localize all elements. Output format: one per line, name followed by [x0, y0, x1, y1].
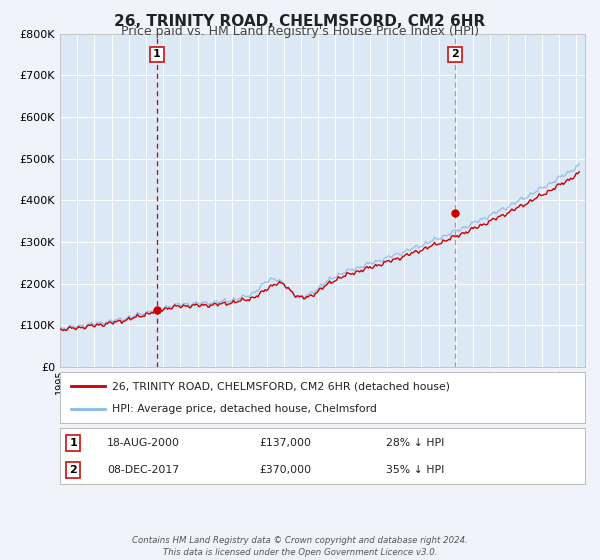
Text: 2: 2: [451, 49, 459, 59]
Text: Price paid vs. HM Land Registry's House Price Index (HPI): Price paid vs. HM Land Registry's House …: [121, 25, 479, 38]
Text: £370,000: £370,000: [260, 465, 311, 475]
Text: 28% ↓ HPI: 28% ↓ HPI: [386, 438, 444, 448]
Text: 35% ↓ HPI: 35% ↓ HPI: [386, 465, 444, 475]
Text: 2: 2: [69, 465, 77, 475]
Text: £137,000: £137,000: [260, 438, 311, 448]
Text: 1: 1: [69, 438, 77, 448]
Text: 26, TRINITY ROAD, CHELMSFORD, CM2 6HR: 26, TRINITY ROAD, CHELMSFORD, CM2 6HR: [115, 14, 485, 29]
Text: 18-AUG-2000: 18-AUG-2000: [107, 438, 180, 448]
Text: HPI: Average price, detached house, Chelmsford: HPI: Average price, detached house, Chel…: [113, 404, 377, 414]
Text: 08-DEC-2017: 08-DEC-2017: [107, 465, 179, 475]
Text: 1: 1: [153, 49, 161, 59]
Text: Contains HM Land Registry data © Crown copyright and database right 2024.
This d: Contains HM Land Registry data © Crown c…: [132, 536, 468, 557]
Text: 26, TRINITY ROAD, CHELMSFORD, CM2 6HR (detached house): 26, TRINITY ROAD, CHELMSFORD, CM2 6HR (d…: [113, 381, 451, 391]
